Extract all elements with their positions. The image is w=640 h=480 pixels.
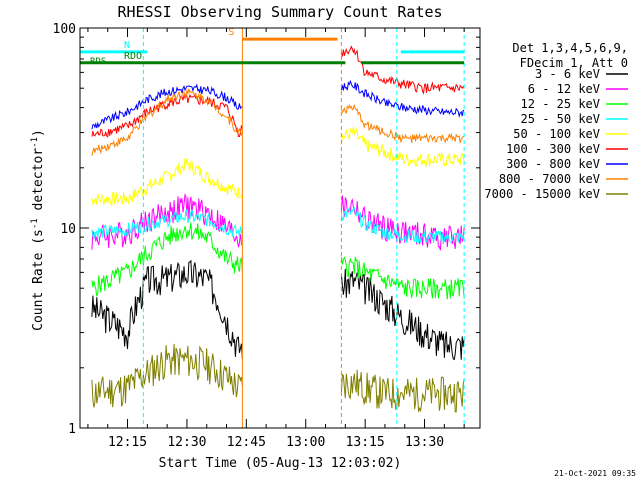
series-7000-15000-keV-line <box>91 343 465 413</box>
x-tick-label: 12:45 <box>227 435 266 450</box>
legend-entry-label: 7000 - 15000 keV <box>484 187 600 201</box>
flag-rdo-label: RDO <box>124 51 142 62</box>
legend: Det 1,3,4,5,6,9,FDecim 1, Att 03 - 6 keV… <box>484 41 628 201</box>
series-25-50-keV-line <box>91 206 465 245</box>
legend-entry-label: 3 - 6 keV <box>535 67 600 81</box>
legend-entry-label: 50 - 100 keV <box>513 127 600 141</box>
x-tick-label: 12:30 <box>167 435 206 450</box>
x-tick-label: 13:30 <box>405 435 444 450</box>
legend-header: Det 1,3,4,5,6,9, <box>512 41 628 55</box>
legend-entry-label: 100 - 300 keV <box>506 142 600 156</box>
series-50-100-keV-line <box>91 126 465 208</box>
legend-entry-label: 12 - 25 keV <box>521 97 600 111</box>
legend-entry-label: 6 - 12 keV <box>528 82 600 96</box>
flag-s-label: S <box>228 27 234 38</box>
footer-date: 21-Oct-2021 09:35 <box>554 469 636 478</box>
legend-entry-label: 25 - 50 keV <box>521 112 600 126</box>
flag-n-label: N <box>124 40 130 51</box>
x-tick-label: 12:15 <box>108 435 147 450</box>
legend-entry-label: 300 - 800 keV <box>506 157 600 171</box>
series-3-6-keV-line <box>91 259 465 361</box>
chart-title: RHESSI Observing Summary Count Rates <box>117 3 442 21</box>
plot-frame <box>79 27 481 429</box>
y-tick-label: 1 <box>68 422 76 437</box>
series-300-800-keV-line <box>91 79 465 130</box>
legend-header: FDecim 1, Att 0 <box>520 56 628 70</box>
legend-entry-label: 800 - 7000 keV <box>499 172 600 186</box>
axes: 1 10 100 12:15 12:30 12:45 13:00 13:15 13:30 <box>53 22 480 450</box>
y-tick-label: 10 <box>60 222 76 237</box>
x-axis-label: Start Time (05-Aug-13 12:03:02) <box>159 456 402 471</box>
series-6-12-keV-line <box>91 192 465 251</box>
series-800-7000-keV-line <box>91 88 465 156</box>
flag-rds-label: RDS <box>90 57 106 67</box>
y-axis-label: Count Rate (s-1 detector-1) <box>30 129 46 331</box>
x-tick-label: 13:15 <box>346 435 385 450</box>
series-100-300-keV-line <box>91 45 465 138</box>
series-12-25-keV-line <box>91 222 465 300</box>
y-tick-label: 100 <box>53 22 76 37</box>
x-tick-label: 13:00 <box>286 435 325 450</box>
